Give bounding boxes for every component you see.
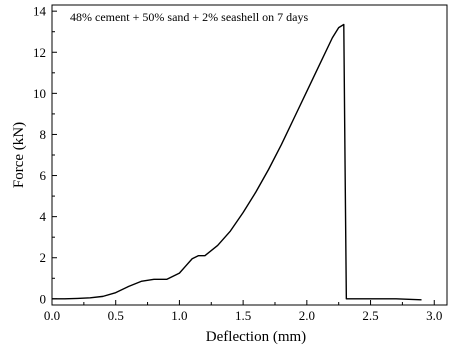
y-tick-label: 2 xyxy=(40,250,47,265)
y-tick-label: 12 xyxy=(33,45,46,60)
x-tick-label: 1.5 xyxy=(235,308,251,323)
series-layer xyxy=(52,23,422,301)
y-axis-title: Force (kN) xyxy=(11,122,27,188)
plot-frame xyxy=(51,4,448,306)
x-tick-label: 2.5 xyxy=(362,308,378,323)
y-tick-label: 10 xyxy=(33,86,46,101)
x-tick-label: 2.0 xyxy=(299,308,315,323)
y-tick-label: 6 xyxy=(40,168,47,183)
x-axis-title: Deflection (mm) xyxy=(206,329,306,345)
y-tick-label: 8 xyxy=(40,127,47,142)
y-tick-label: 14 xyxy=(33,4,47,19)
series-line xyxy=(52,23,422,301)
y-tick-label: 0 xyxy=(40,291,47,306)
chart-annotation: 48% cement + 50% sand + 2% seashell on 7… xyxy=(70,10,308,24)
x-tick-label: 1.0 xyxy=(171,308,187,323)
x-tick-label: 0.0 xyxy=(44,308,60,323)
y-tick-label: 4 xyxy=(40,209,47,224)
x-tick-label: 3.0 xyxy=(426,308,442,323)
axis-ticks: 0.0 0.5 1.0 1.5 2.0 2.5 3.0 0 2 4 6 8 10 12 14 xyxy=(33,4,442,323)
x-tick-label: 0.5 xyxy=(108,308,124,323)
